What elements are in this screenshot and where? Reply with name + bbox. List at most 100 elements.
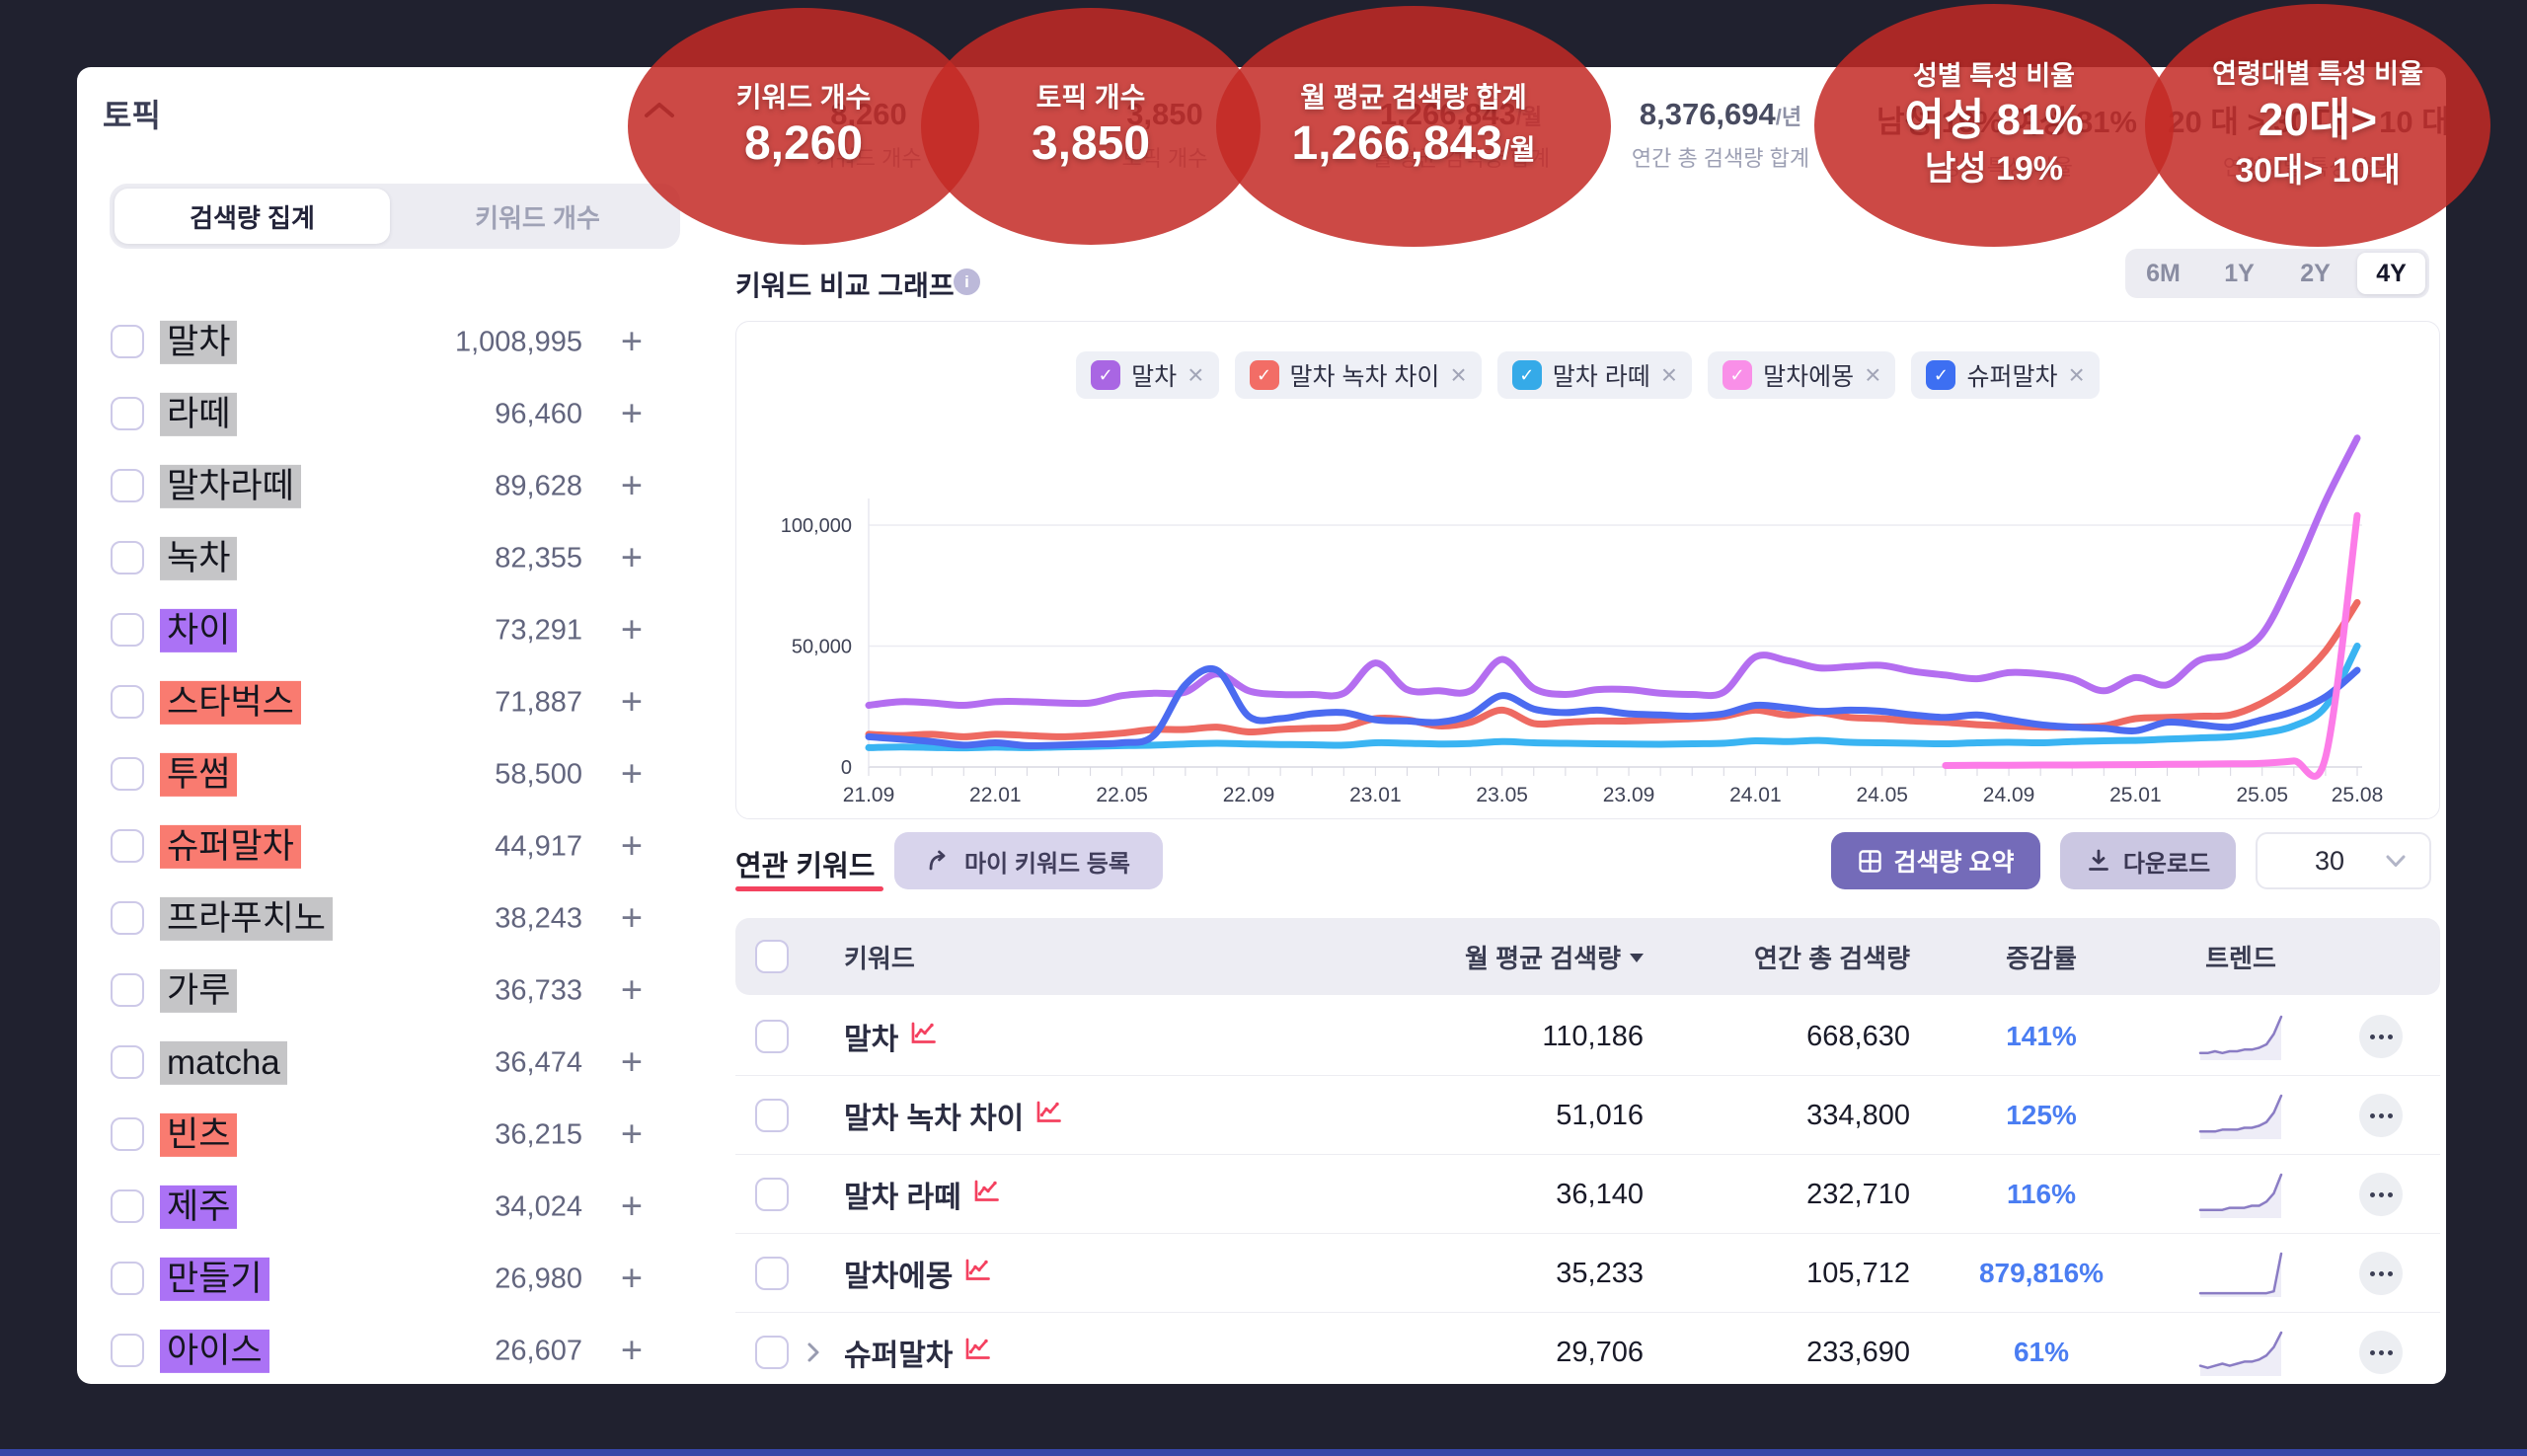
- keyword-checkbox[interactable]: [111, 469, 144, 502]
- row-more-button[interactable]: [2359, 1015, 2403, 1058]
- keyword-label[interactable]: 녹차: [160, 536, 238, 580]
- annotation-circle-5: 연령대별 특성 비율 20대> 30대> 10대: [2145, 4, 2490, 247]
- keyword-label[interactable]: 말차: [160, 320, 238, 364]
- keyword-text[interactable]: 말차 녹차 차이: [844, 1103, 1025, 1135]
- legend-checkbox[interactable]: ✓: [1926, 360, 1956, 390]
- sidebar-tab-volume-total[interactable]: 검색량 집계: [115, 189, 390, 244]
- trend-chart-icon[interactable]: [964, 1336, 991, 1369]
- trend-chart-icon[interactable]: [910, 1020, 937, 1053]
- keyword-checkbox[interactable]: [111, 541, 144, 575]
- keyword-checkbox[interactable]: [111, 1189, 144, 1223]
- select-all-checkbox[interactable]: [755, 940, 789, 973]
- trend-chart-icon[interactable]: [964, 1257, 991, 1290]
- keyword-checkbox[interactable]: [111, 325, 144, 358]
- keyword-label[interactable]: 말차라떼: [160, 464, 301, 508]
- add-keyword-button[interactable]: +: [620, 1041, 644, 1083]
- add-keyword-button[interactable]: +: [620, 825, 644, 867]
- add-keyword-button[interactable]: +: [620, 537, 644, 578]
- add-keyword-button[interactable]: +: [620, 465, 644, 506]
- add-keyword-button[interactable]: +: [620, 1186, 644, 1227]
- add-keyword-button[interactable]: +: [620, 681, 644, 723]
- keyword-checkbox[interactable]: [111, 1334, 144, 1367]
- info-icon[interactable]: i: [954, 268, 980, 295]
- series-line-말차: [865, 434, 2361, 710]
- keyword-checkbox[interactable]: [111, 397, 144, 430]
- col-header-keyword[interactable]: 키워드: [844, 943, 915, 973]
- keyword-search-volume: 1,008,995: [454, 326, 582, 357]
- keyword-text[interactable]: 말차 라떼: [844, 1182, 961, 1214]
- add-keyword-button[interactable]: +: [620, 393, 644, 434]
- keyword-label[interactable]: 빈츠: [160, 1112, 238, 1157]
- keyword-checkbox[interactable]: [111, 613, 144, 647]
- keyword-label[interactable]: 가루: [160, 968, 238, 1013]
- range-button-4y[interactable]: 4Y: [2357, 253, 2425, 294]
- keyword-label[interactable]: 제주: [160, 1185, 238, 1229]
- keyword-text[interactable]: 말차: [844, 1024, 899, 1056]
- add-keyword-button[interactable]: +: [620, 1113, 644, 1155]
- col-header-trend[interactable]: 트렌드: [2205, 943, 2276, 973]
- keyword-search-volume: 36,474: [495, 1046, 582, 1078]
- add-keyword-button[interactable]: +: [620, 1330, 644, 1371]
- add-keyword-button[interactable]: +: [620, 321, 644, 362]
- row-checkbox[interactable]: [755, 1099, 789, 1132]
- keyword-checkbox[interactable]: [111, 973, 144, 1007]
- add-keyword-button[interactable]: +: [620, 897, 644, 939]
- keyword-label[interactable]: 투썸: [160, 752, 238, 797]
- add-keyword-button[interactable]: +: [620, 969, 644, 1011]
- keyword-checkbox[interactable]: [111, 1262, 144, 1295]
- keyword-label[interactable]: 스타벅스: [160, 680, 301, 725]
- topic-list-item: 라떼 96,460 +: [77, 378, 719, 450]
- keyword-checkbox[interactable]: [111, 1117, 144, 1151]
- expand-chevron-icon[interactable]: [804, 1341, 822, 1368]
- add-keyword-button[interactable]: +: [620, 1258, 644, 1299]
- keyword-label[interactable]: matcha: [160, 1040, 287, 1085]
- row-more-button[interactable]: [2359, 1331, 2403, 1374]
- legend-checkbox[interactable]: ✓: [1511, 360, 1542, 390]
- row-more-button[interactable]: [2359, 1094, 2403, 1137]
- col-header-growth-rate[interactable]: 증감률: [2006, 943, 2077, 973]
- legend-remove-icon[interactable]: ×: [1865, 359, 1881, 390]
- my-keyword-register-button[interactable]: 마이 키워드 등록: [894, 832, 1163, 889]
- keyword-text[interactable]: 말차에몽: [844, 1261, 954, 1293]
- row-checkbox[interactable]: [755, 1020, 789, 1053]
- row-checkbox[interactable]: [755, 1336, 789, 1369]
- keyword-checkbox[interactable]: [111, 1045, 144, 1079]
- keyword-label[interactable]: 프라푸치노: [160, 896, 334, 941]
- keyword-label[interactable]: 라떼: [160, 392, 238, 436]
- range-button-1y[interactable]: 1Y: [2224, 259, 2255, 287]
- keyword-checkbox[interactable]: [111, 901, 144, 935]
- keyword-label[interactable]: 슈퍼말차: [160, 824, 301, 869]
- page-size-select[interactable]: 30: [2256, 832, 2431, 889]
- legend-checkbox[interactable]: ✓: [1249, 360, 1279, 390]
- legend-remove-icon[interactable]: ×: [1187, 359, 1204, 390]
- trend-chart-icon[interactable]: [1035, 1099, 1062, 1132]
- search-volume-summary-button[interactable]: 검색량 요약: [1831, 832, 2040, 889]
- legend-checkbox[interactable]: ✓: [1723, 360, 1753, 390]
- legend-remove-icon[interactable]: ×: [1660, 359, 1678, 390]
- row-checkbox[interactable]: [755, 1257, 789, 1290]
- keyword-checkbox[interactable]: [111, 829, 144, 863]
- keyword-label[interactable]: 아이스: [160, 1329, 269, 1373]
- related-keywords-tab[interactable]: 연관 키워드: [735, 851, 876, 882]
- legend-remove-icon[interactable]: ×: [1450, 359, 1467, 390]
- row-more-button[interactable]: [2359, 1252, 2403, 1295]
- legend-checkbox[interactable]: ✓: [1091, 360, 1121, 390]
- add-keyword-button[interactable]: +: [620, 753, 644, 795]
- keyword-label[interactable]: 만들기: [160, 1257, 269, 1301]
- keyword-text[interactable]: 슈퍼말차: [844, 1340, 954, 1372]
- legend-remove-icon[interactable]: ×: [2068, 359, 2085, 390]
- range-button-2y[interactable]: 2Y: [2300, 259, 2331, 287]
- add-keyword-button[interactable]: +: [620, 609, 644, 651]
- row-checkbox[interactable]: [755, 1178, 789, 1211]
- row-more-button[interactable]: [2359, 1173, 2403, 1216]
- svg-text:25.05: 25.05: [2236, 784, 2288, 806]
- col-header-yearly-volume[interactable]: 연간 총 검색량: [1754, 943, 1910, 973]
- sidebar-tab-keyword-count[interactable]: 키워드 개수: [475, 202, 600, 233]
- download-button[interactable]: 다운로드: [2060, 832, 2236, 889]
- col-header-monthly-volume[interactable]: 월 평균 검색량: [1347, 918, 1644, 995]
- keyword-label[interactable]: 차이: [160, 608, 238, 652]
- keyword-checkbox[interactable]: [111, 685, 144, 719]
- range-button-6m[interactable]: 6M: [2146, 259, 2181, 287]
- trend-chart-icon[interactable]: [973, 1178, 1000, 1211]
- keyword-checkbox[interactable]: [111, 757, 144, 791]
